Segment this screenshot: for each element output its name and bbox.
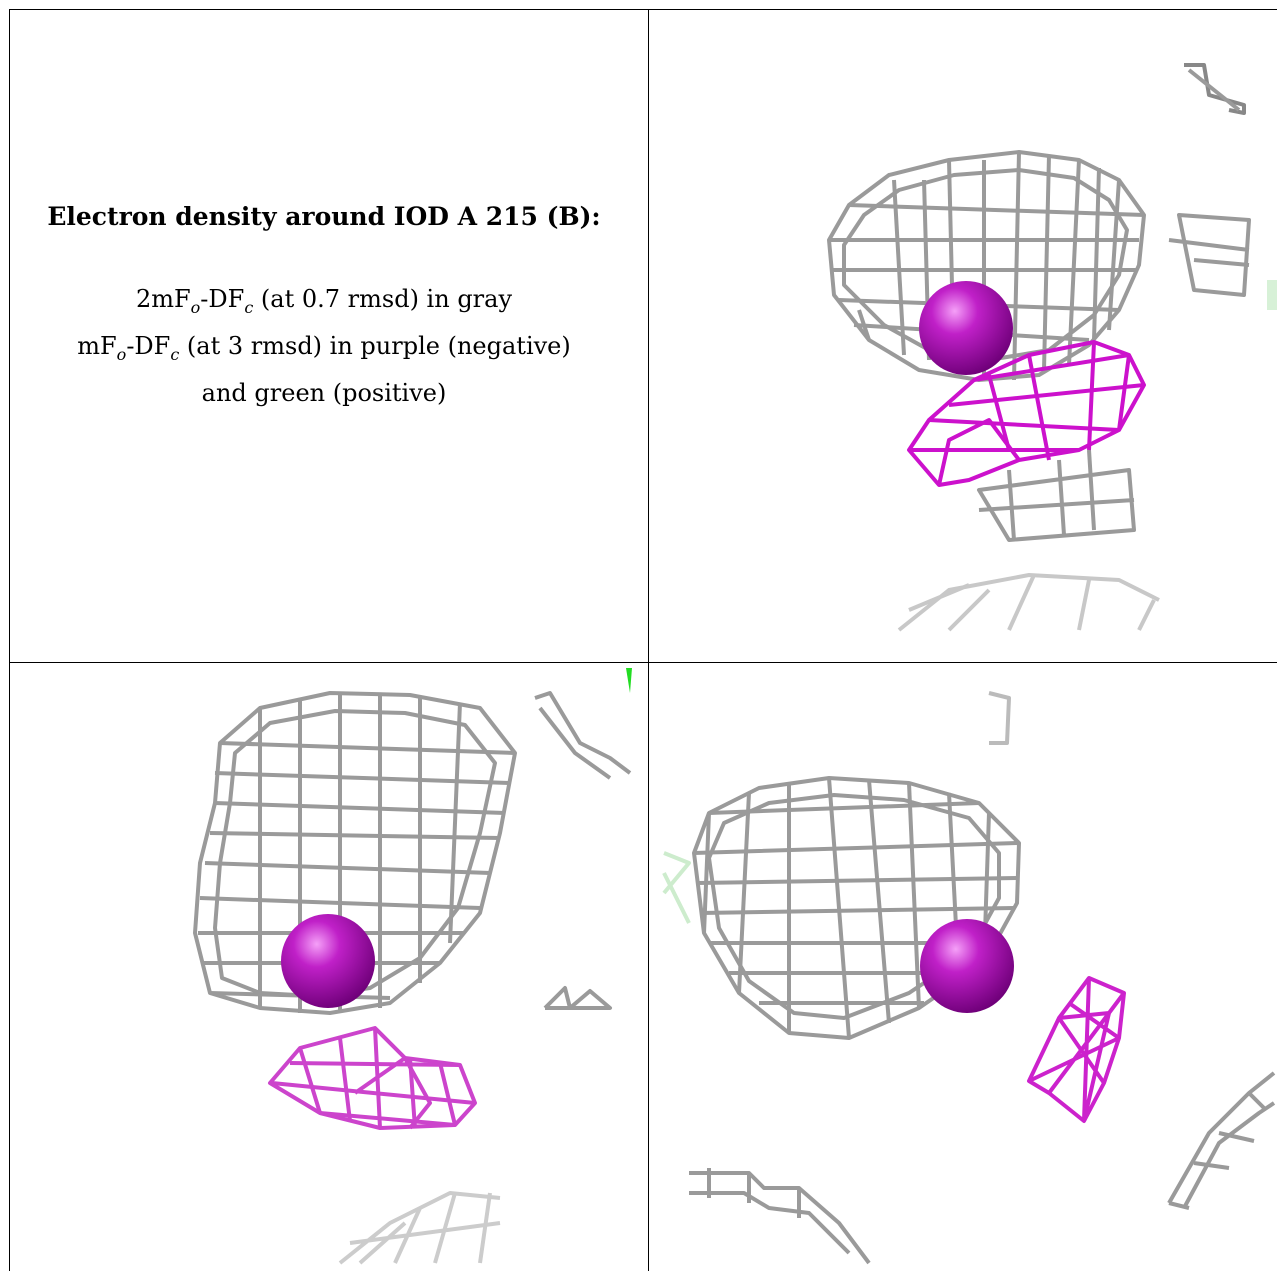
table-border-left: [9, 9, 10, 1271]
iodide-atom: [920, 919, 1014, 1013]
caption-legend: 2mFo-DFc (at 0.7 rmsd) in gray mFo-DFc (…: [10, 280, 638, 412]
density-view-bottom-left: [10, 663, 648, 1271]
positive-blob-edge: [626, 668, 632, 693]
legend-line-2fofc: 2mFo-DFc (at 0.7 rmsd) in gray: [135, 285, 513, 317]
table-divider-horizontal: [9, 662, 1277, 663]
positive-blob-edge: [1267, 280, 1277, 310]
mesh-fofc-negative: [907, 340, 1146, 487]
caption-title: Electron density around IOD A 215 (B):: [47, 202, 601, 231]
density-view-top-right: [649, 10, 1277, 634]
iodide-atom: [919, 281, 1013, 375]
mesh-fofc-negative: [268, 1026, 477, 1130]
density-view-bottom-right: [649, 663, 1277, 1271]
mesh-fofc-negative: [1027, 976, 1126, 1123]
table-divider-vertical: [648, 9, 649, 1271]
legend-line-positive: and green (positive): [201, 378, 447, 407]
mesh-2fofc: [827, 63, 1251, 632]
mesh-2fofc: [662, 691, 1276, 1265]
legend-line-fofc: mFo-DFc (at 3 rmsd) in purple (negative): [77, 331, 571, 364]
iodide-atom: [281, 914, 375, 1008]
caption-cell: Electron density around IOD A 215 (B): 2…: [10, 200, 638, 412]
mesh-2fofc: [193, 691, 632, 1265]
table-border-top: [9, 9, 1277, 10]
